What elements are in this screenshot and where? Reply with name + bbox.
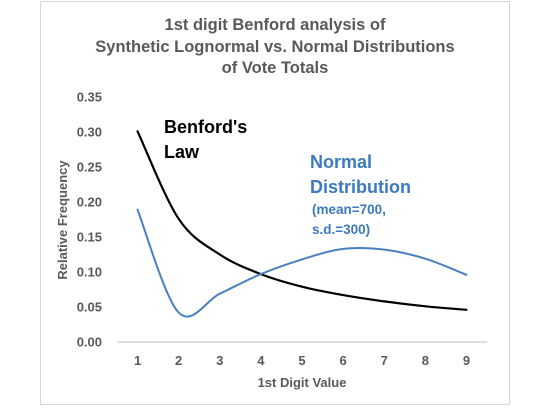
y-tick-label: 0.35 (77, 90, 102, 105)
y-tick-label: 0.05 (77, 300, 102, 315)
benford-label-line-1: Benford's (164, 117, 247, 137)
y-tick-label: 0.10 (77, 265, 102, 280)
x-tick-label: 6 (339, 353, 346, 368)
x-tick-label: 1 (134, 353, 141, 368)
normal-params-line-1: (mean=700, (312, 202, 386, 217)
x-tick-label: 8 (422, 353, 429, 368)
benford-label-line-2: Law (164, 142, 200, 162)
normal-label-line-2: Distribution (310, 177, 411, 197)
x-axis-title: 1st Digit Value (258, 375, 347, 390)
x-tick-label: 4 (257, 353, 265, 368)
chart-title: 1st digit Benford analysis of Synthetic … (40, 15, 510, 80)
chart-title-line-2: Synthetic Lognormal vs. Normal Distribut… (95, 37, 455, 56)
chart-title-line-1: 1st digit Benford analysis of (164, 16, 386, 34)
benford-series-line (136, 130, 468, 311)
x-tick-label: 2 (175, 353, 182, 368)
x-tick-label: 5 (298, 353, 305, 368)
x-tick-label: 9 (463, 353, 470, 368)
y-tick-label: 0.15 (77, 230, 102, 245)
chart-frame (40, 1, 510, 405)
y-tick-label: 0.25 (77, 160, 102, 175)
y-tick-label: 0.30 (77, 125, 102, 140)
x-tick-label: 3 (216, 353, 223, 368)
y-axis-title: Relative Frequency (55, 160, 70, 280)
x-tick-label: 7 (381, 353, 388, 368)
normal-params-line-2: s.d.=300) (312, 222, 370, 237)
y-tick-label: 0.00 (77, 335, 102, 350)
normal-label-line-1: Normal (310, 152, 372, 172)
normal-series-line (136, 208, 468, 318)
y-tick-label: 0.20 (77, 195, 102, 210)
chart-title-line-3: of Vote Totals (221, 59, 329, 77)
